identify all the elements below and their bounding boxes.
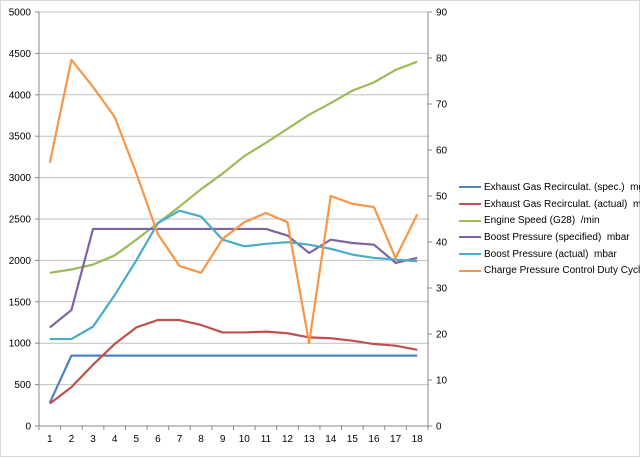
y-right-tick-label: 0 [436,422,442,433]
x-tick-label: 2 [69,434,75,445]
x-tick-label: 4 [112,434,118,445]
x-tick-label: 8 [198,434,204,445]
y-right-tick-label: 80 [436,54,448,65]
y-right-tick-label: 20 [436,330,448,341]
x-tick-label: 17 [390,434,402,445]
x-tick-label: 18 [412,434,424,445]
x-tick-label: 5 [133,434,139,445]
legend-swatch [459,186,481,189]
series-line-1 [49,318,418,405]
legend-item: Engine Speed (G28) /min [459,212,640,229]
y-left-tick-label: 1500 [9,297,32,308]
x-tick-label: 10 [239,434,251,445]
y-left-tick-label: 2000 [9,256,32,267]
legend-swatch [459,236,481,239]
series-line-4 [49,209,418,341]
legend-swatch [459,269,481,272]
legend-label: Exhaust Gas Recirculat. (spec.) mg/str [484,181,640,193]
series-line-2 [49,60,418,274]
legend-item: Boost Pressure (actual) mbar [459,246,640,263]
x-tick-label: 16 [368,434,380,445]
legend-swatch [459,253,481,256]
legend-label: Charge Pressure Control Duty Cycle % [484,265,640,277]
x-tick-label: 6 [155,434,161,445]
legend-label: Boost Pressure (actual) mbar [484,248,617,260]
x-tick-label: 14 [325,434,337,445]
x-tick-label: 1 [47,434,53,445]
y-right-tick-label: 50 [436,192,448,203]
y-right-tick-label: 10 [436,376,448,387]
x-tick-label: 13 [304,434,316,445]
x-tick-label: 11 [261,434,272,445]
y-left-tick-label: 4500 [9,49,32,60]
series-line-0 [48,354,418,404]
y-right-tick-label: 60 [436,146,448,157]
y-right-tick-label: 90 [436,8,448,19]
y-left-tick-label: 5000 [9,8,32,19]
y-left-tick-label: 4000 [9,90,32,101]
x-tick-label: 9 [220,434,226,445]
legend-item: Boost Pressure (specified) mbar [459,229,640,246]
x-tick-label: 3 [90,434,96,445]
legend-item: Exhaust Gas Recirculat. (spec.) mg/str [459,179,640,196]
legend-swatch [459,203,481,206]
legend-swatch [459,219,481,222]
y-left-tick-label: 2500 [9,215,32,226]
x-tick-label: 12 [282,434,294,445]
y-left-tick-label: 3500 [9,132,32,143]
legend-label: Exhaust Gas Recirculat. (actual) mg/str [484,198,640,210]
y-right-tick-label: 30 [436,284,448,295]
series-line-3 [49,227,418,329]
y-left-tick-label: 1000 [9,339,32,350]
legend-item: Charge Pressure Control Duty Cycle % [459,262,640,279]
y-left-tick-label: 3000 [9,173,32,184]
x-tick-label: 15 [347,434,359,445]
legend-label: Engine Speed (G28) /min [484,215,600,227]
y-right-tick-label: 40 [436,238,448,249]
y-left-tick-label: 500 [14,380,31,391]
legend-item: Exhaust Gas Recirculat. (actual) mg/str [459,196,640,213]
series-line-5 [48,58,419,345]
y-right-tick-label: 70 [436,100,448,111]
y-left-tick-label: 0 [25,422,31,433]
legend: Exhaust Gas Recirculat. (spec.) mg/str Ex… [459,179,640,279]
x-tick-label: 7 [177,434,183,445]
legend-label: Boost Pressure (specified) mbar [484,231,630,243]
